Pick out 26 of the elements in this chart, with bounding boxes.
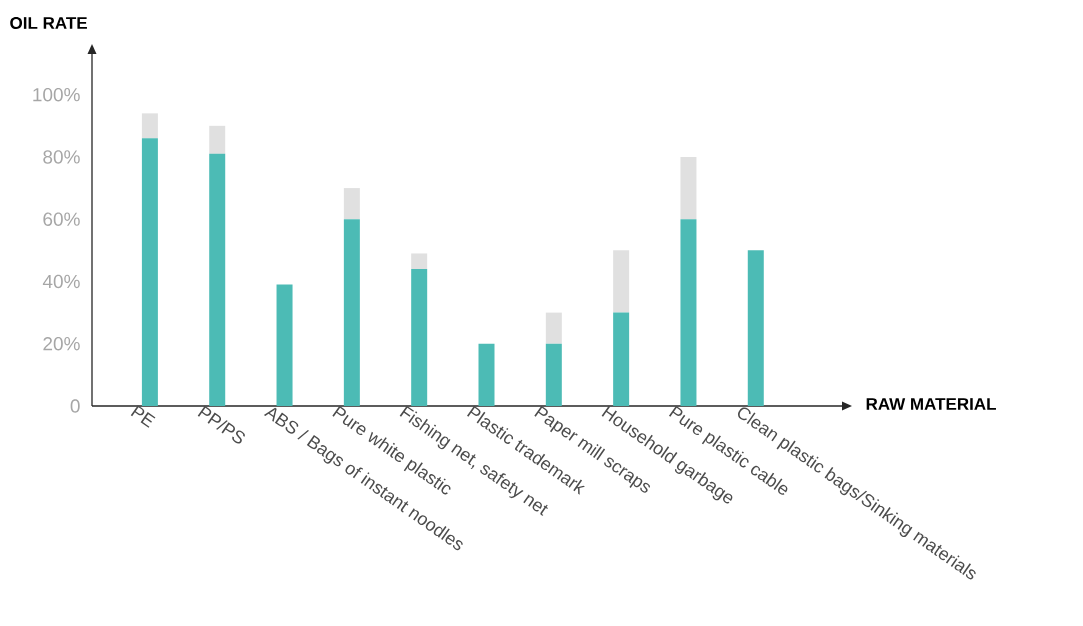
bar xyxy=(545,343,562,406)
x-tick-label: PE xyxy=(130,405,156,428)
bar xyxy=(478,343,495,406)
bar xyxy=(276,284,293,406)
bar xyxy=(613,250,630,313)
bar xyxy=(141,113,158,139)
y-tick-label: 80% xyxy=(43,150,80,164)
bar xyxy=(141,138,158,406)
y-tick-label: 100% xyxy=(33,87,80,102)
y-tick-label: 40% xyxy=(42,274,80,289)
bar xyxy=(343,219,360,406)
y-tick-label: 0 xyxy=(70,399,80,413)
bar xyxy=(343,188,360,220)
y-tick-label: 60% xyxy=(43,212,80,226)
y-tick-label: 20% xyxy=(43,337,80,351)
bar xyxy=(747,250,764,406)
bar xyxy=(613,312,630,406)
bar xyxy=(209,125,226,154)
bar xyxy=(411,269,428,406)
bar xyxy=(680,219,697,406)
bar xyxy=(411,253,428,270)
bar xyxy=(209,153,226,406)
bar xyxy=(545,312,562,344)
bar xyxy=(680,156,697,220)
x-axis-title: RAW MATERIAL xyxy=(866,398,996,410)
chart-title: OIL RATE xyxy=(10,16,87,30)
